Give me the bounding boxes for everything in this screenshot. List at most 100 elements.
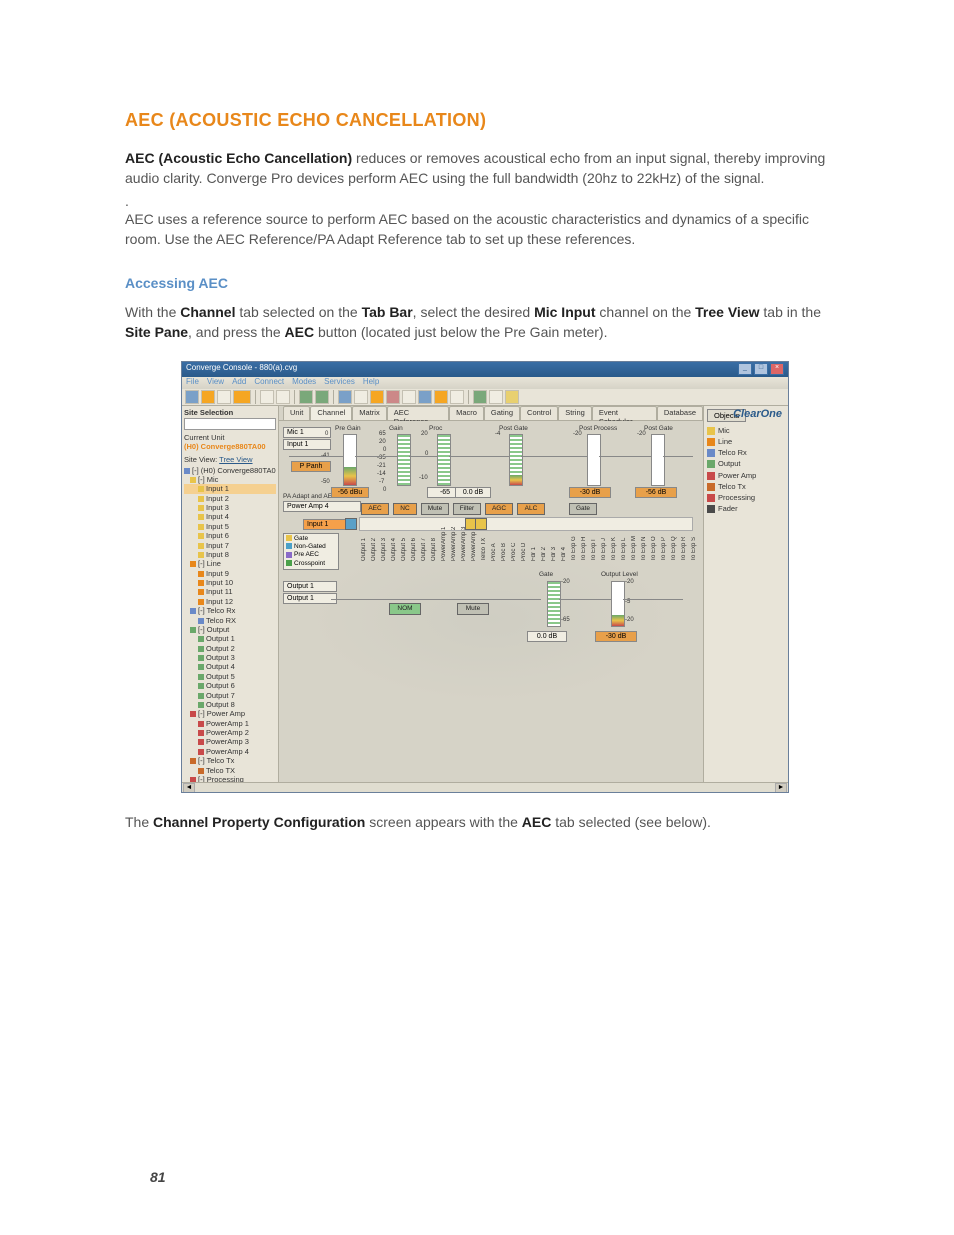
toolbar-button[interactable] [370,390,384,404]
menu-modes[interactable]: Modes [292,377,316,389]
gain-db-input[interactable]: 0.0 dB [455,487,491,498]
tree-item[interactable]: Input 4 [184,512,276,521]
toolbar-button[interactable] [315,390,329,404]
scroll-left-icon[interactable]: ◄ [183,783,195,793]
nc-button[interactable]: NC [393,503,417,515]
toolbar-button[interactable] [386,390,400,404]
tree-item[interactable]: Input 11 [184,587,276,596]
object-item[interactable]: Power Amp [707,470,785,481]
toolbar-button[interactable] [201,390,215,404]
toolbar-help-icon[interactable] [505,390,519,404]
input-field[interactable]: Input 1 [283,439,331,450]
output-field[interactable]: Output 1 [283,593,337,604]
tree-item[interactable]: Output 2 [184,644,276,653]
tree-item[interactable]: [-] Processing [184,775,276,782]
matrix-cell-yellow[interactable] [475,518,487,530]
tree-item[interactable]: Input 5 [184,522,276,531]
tab-channel[interactable]: Channel [310,406,352,420]
toolbar-button[interactable] [338,390,352,404]
tree-view[interactable]: [-] (H0) Converge880TA0[-] MicInput 1Inp… [184,466,276,782]
tab-gating[interactable]: Gating [484,406,520,420]
horizontal-scrollbar[interactable]: ◄ ► [182,782,788,793]
tab-database[interactable]: Database [657,406,703,420]
tab-aec-reference[interactable]: AEC Reference [387,406,449,420]
tab-macro[interactable]: Macro [449,406,484,420]
toolbar-button[interactable] [354,390,368,404]
tree-item[interactable]: Input 8 [184,550,276,559]
tree-item[interactable]: Output 8 [184,700,276,709]
site-dropdown[interactable] [184,418,276,430]
toolbar-button[interactable] [276,390,290,404]
tab-string[interactable]: String [558,406,592,420]
object-item[interactable]: Output [707,458,785,469]
tree-item[interactable]: Output 5 [184,672,276,681]
toolbar-button[interactable] [473,390,487,404]
tree-item[interactable]: PowerAmp 1 [184,719,276,728]
menu-view[interactable]: View [207,377,224,389]
object-item[interactable]: Line [707,436,785,447]
tree-item[interactable]: Output 4 [184,662,276,671]
alc-button[interactable]: ALC [517,503,545,515]
tree-item[interactable]: Telco RX [184,616,276,625]
ppanh-button[interactable]: P Panh [291,461,331,472]
agc-button[interactable]: AGC [485,503,513,515]
tree-item[interactable]: Input 3 [184,503,276,512]
tree-item[interactable]: [-] Output [184,625,276,634]
pa-ref-dropdown[interactable]: Power Amp 4 [283,501,361,512]
tree-item[interactable]: Input 9 [184,569,276,578]
tree-view-link[interactable]: Tree View [219,455,252,464]
tree-item[interactable]: [-] Telco Rx [184,606,276,615]
object-item[interactable]: Mic [707,425,785,436]
tree-item[interactable]: PowerAmp 2 [184,728,276,737]
toolbar-button[interactable] [402,390,416,404]
tab-unit[interactable]: Unit [283,406,310,420]
mute-out-button[interactable]: Mute [457,603,489,615]
menu-add[interactable]: Add [232,377,246,389]
tree-item[interactable]: Telco TX [184,766,276,775]
object-item[interactable]: Telco Rx [707,447,785,458]
object-item[interactable]: Telco Tx [707,481,785,492]
tree-item[interactable]: [-] Telco Tx [184,756,276,765]
tree-item[interactable]: PowerAmp 4 [184,747,276,756]
scroll-right-icon[interactable]: ► [775,783,787,793]
toolbar-button[interactable] [233,390,251,404]
filter-button[interactable]: Filter [453,503,481,515]
mute-button[interactable]: Mute [421,503,449,515]
tree-item[interactable]: Output 3 [184,653,276,662]
tree-item[interactable]: Input 1 [184,484,276,493]
tree-item[interactable]: [-] (H0) Converge880TA0 [184,466,276,475]
tab-control[interactable]: Control [520,406,558,420]
toolbar-button[interactable] [299,390,313,404]
tree-item[interactable]: Input 10 [184,578,276,587]
gate-button[interactable]: Gate [569,503,597,515]
toolbar-button[interactable] [489,390,503,404]
tree-item[interactable]: [-] Line [184,559,276,568]
tree-item[interactable]: [-] Mic [184,475,276,484]
tree-item[interactable]: PowerAmp 3 [184,737,276,746]
menu-services[interactable]: Services [324,377,355,389]
toolbar-button[interactable] [434,390,448,404]
toolbar-button[interactable] [450,390,464,404]
tab-matrix[interactable]: Matrix [352,406,386,420]
aec-button[interactable]: AEC [361,503,389,515]
tree-item[interactable]: Output 7 [184,691,276,700]
tree-item[interactable]: Input 2 [184,494,276,503]
nom-button[interactable]: NOM [389,603,421,615]
tree-item[interactable]: Input 6 [184,531,276,540]
close-button[interactable]: × [770,363,784,375]
minimize-button[interactable]: _ [738,363,752,375]
object-item[interactable]: Processing [707,492,785,503]
toolbar-button[interactable] [185,390,199,404]
tree-item[interactable]: Input 7 [184,541,276,550]
maximize-button[interactable]: □ [754,363,768,375]
tab-event-scheduler[interactable]: Event Scheduler [592,406,657,420]
tree-item[interactable]: Output 6 [184,681,276,690]
gate-db-input[interactable]: 0.0 dB [527,631,567,642]
object-item[interactable]: Fader [707,503,785,514]
toolbar-button[interactable] [418,390,432,404]
menu-help[interactable]: Help [363,377,379,389]
tree-item[interactable]: Input 12 [184,597,276,606]
tree-item[interactable]: Output 1 [184,634,276,643]
matrix-cell-on[interactable] [345,518,357,530]
tree-item[interactable]: [-] Power Amp [184,709,276,718]
